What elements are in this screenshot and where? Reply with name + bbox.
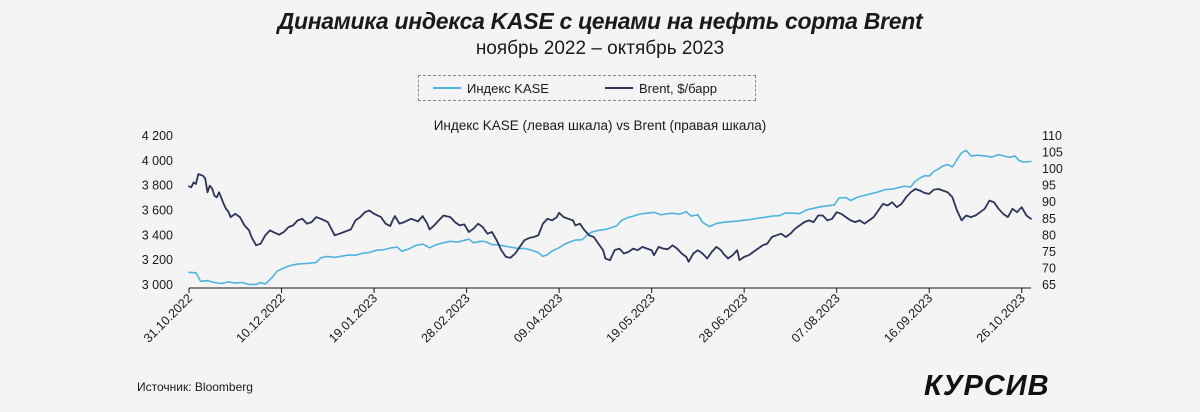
y-left-tick-label: 3 000 [142, 278, 173, 292]
x-tick-label: 28.06.2023 [696, 291, 750, 345]
y-left-tick-label: 3 600 [142, 204, 173, 218]
legend-swatch-kase [433, 87, 461, 89]
x-tick-label: 19.05.2023 [604, 291, 658, 345]
y-left-tick-label: 4 000 [142, 154, 173, 168]
kase-series-line [188, 149, 1032, 286]
x-tick-label: 07.08.2023 [789, 291, 843, 345]
y-left-tick-label: 3 800 [142, 179, 173, 193]
chart-legend: Индекс KASE Brent, $/барр [418, 75, 756, 101]
chart-title: Индекс KASE (левая шкала) vs Brent (прав… [433, 118, 767, 133]
x-tick-label: 26.10.2023 [974, 291, 1028, 345]
y-right-tick-label: 110 [1042, 129, 1062, 143]
y-right-tick-label: 65 [1042, 278, 1056, 292]
x-tick-label: 09.04.2023 [511, 291, 565, 345]
legend-item-kase: Индекс KASE [433, 81, 549, 96]
svg-text:КУРСИВ: КУРСИВ [924, 370, 1050, 402]
page-subtitle: ноябрь 2022 – октябрь 2023 [475, 38, 725, 59]
y-right-tick-label: 90 [1042, 195, 1056, 209]
legend-label-brent: Brent, $/барр [638, 80, 717, 96]
y-left-tick-label: 3 400 [142, 228, 173, 242]
y-left-tick-label: 4 200 [142, 129, 173, 143]
kursiv-logo: КУРСИВ [924, 370, 1050, 402]
y-left-tick-label: 3 200 [142, 253, 173, 267]
legend-label-kase: Индекс KASE [467, 80, 549, 96]
y-right-tick-label: 70 [1042, 261, 1056, 275]
y-right-tick-label: 100 [1042, 162, 1063, 176]
x-tick-label: 16.09.2023 [881, 291, 935, 345]
y-right-tick-label: 95 [1042, 179, 1056, 193]
x-tick-label: 28.02.2023 [419, 291, 473, 345]
page-title: Динамика индекса KASE с ценами на нефть … [277, 8, 923, 34]
y-right-tick-label: 85 [1042, 212, 1056, 226]
source-note: Источник: Bloomberg [137, 380, 253, 394]
x-tick-label: 10.12.2022 [234, 291, 288, 345]
x-tick-label: 19.01.2023 [326, 291, 380, 345]
y-right-tick-label: 75 [1042, 245, 1056, 259]
legend-item-brent: Brent, $/барр [604, 80, 717, 96]
y-right-tick-label: 105 [1042, 146, 1063, 160]
legend-swatch-brent [604, 87, 633, 89]
x-tick-label: 31.10.2022 [141, 291, 195, 345]
brent-series-line [188, 173, 1032, 263]
y-right-tick-label: 80 [1042, 228, 1056, 242]
